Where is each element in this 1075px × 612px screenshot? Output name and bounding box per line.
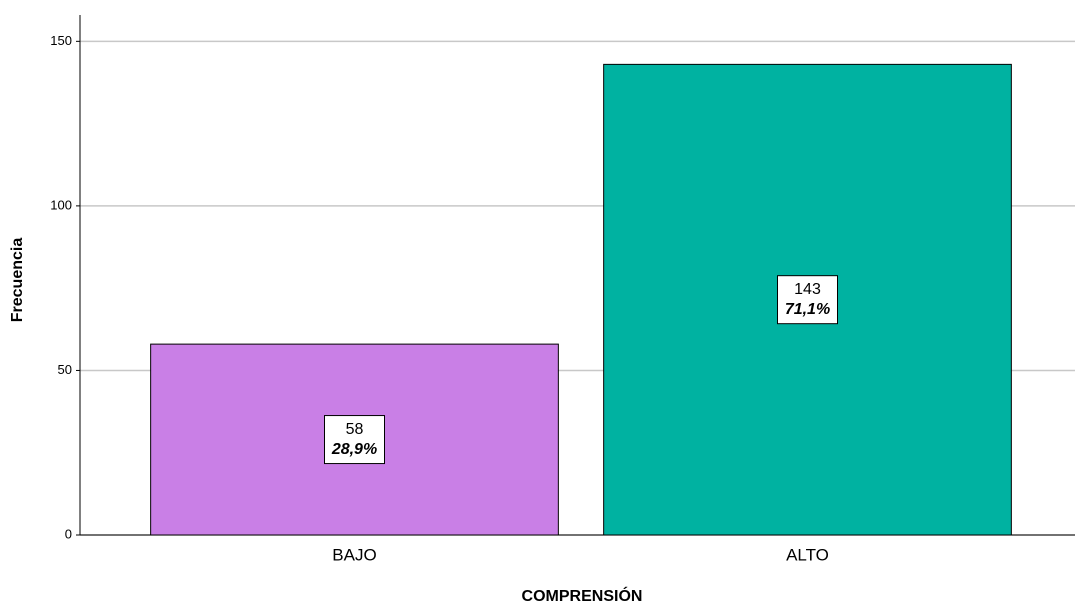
y-axis-title: Frecuencia bbox=[9, 238, 26, 323]
data-label: 143 bbox=[794, 281, 821, 298]
percentage-label: 28,9% bbox=[331, 441, 377, 458]
percentage-label: 71,1% bbox=[785, 301, 830, 318]
y-tick-label: 150 bbox=[50, 33, 72, 48]
y-tick-label: 50 bbox=[58, 362, 72, 377]
data-label: 58 bbox=[346, 421, 364, 438]
x-tick-label: BAJO bbox=[332, 545, 376, 564]
data-label-box bbox=[324, 415, 385, 465]
y-tick-label: 0 bbox=[65, 526, 72, 541]
data-label-box bbox=[777, 275, 838, 325]
x-tick-label: ALTO bbox=[786, 545, 829, 564]
y-tick-label: 100 bbox=[50, 197, 72, 212]
x-axis-title: COMPRENSIÓN bbox=[522, 586, 643, 605]
